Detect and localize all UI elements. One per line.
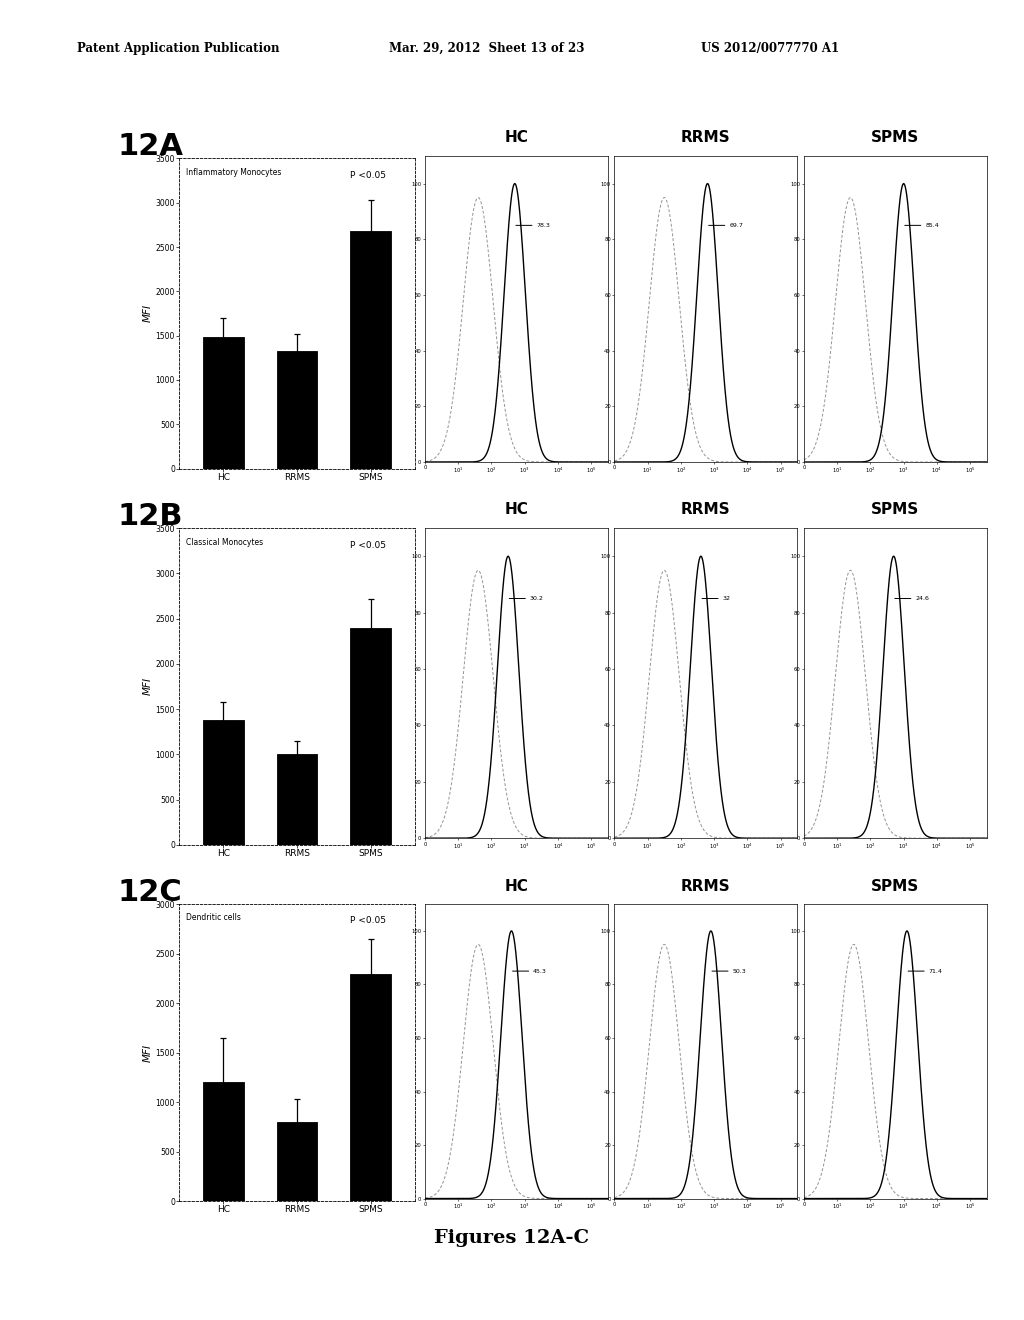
Text: RRMS: RRMS [681, 879, 731, 894]
Bar [350, 231, 391, 469]
Text: 50.3: 50.3 [732, 969, 746, 974]
Text: 12A: 12A [118, 132, 183, 161]
Text: Classical Monocytes: Classical Monocytes [186, 537, 263, 546]
Text: Figures 12A-C: Figures 12A-C [434, 1229, 590, 1247]
Text: SPMS: SPMS [871, 503, 920, 517]
Bar [350, 627, 391, 845]
Text: US 2012/0077770 A1: US 2012/0077770 A1 [701, 42, 840, 55]
Text: RRMS: RRMS [681, 503, 731, 517]
Text: P <0.05: P <0.05 [350, 541, 386, 549]
Text: Inflammatory Monocytes: Inflammatory Monocytes [186, 168, 282, 177]
Text: Mar. 29, 2012  Sheet 13 of 23: Mar. 29, 2012 Sheet 13 of 23 [389, 42, 585, 55]
Y-axis label: MFI: MFI [142, 1044, 153, 1061]
Text: HC: HC [505, 879, 528, 894]
Bar [276, 754, 317, 845]
Text: RRMS: RRMS [681, 131, 731, 145]
Text: Dendritic cells: Dendritic cells [186, 913, 241, 923]
Bar [350, 974, 391, 1201]
Text: P <0.05: P <0.05 [350, 916, 386, 925]
Text: SPMS: SPMS [871, 131, 920, 145]
Y-axis label: MFI: MFI [142, 305, 153, 322]
Bar [203, 1082, 244, 1201]
Bar [276, 1122, 317, 1201]
Text: HC: HC [505, 503, 528, 517]
Text: 85.4: 85.4 [926, 223, 939, 228]
Bar [203, 719, 244, 845]
Text: P <0.05: P <0.05 [350, 170, 386, 180]
Text: 71.4: 71.4 [929, 969, 942, 974]
Text: 12C: 12C [118, 878, 182, 907]
Text: 24.6: 24.6 [915, 597, 929, 601]
Text: 12B: 12B [118, 502, 183, 531]
Text: 69.7: 69.7 [729, 223, 743, 228]
Y-axis label: MFI: MFI [142, 677, 153, 696]
Text: Patent Application Publication: Patent Application Publication [77, 42, 280, 55]
Text: HC: HC [505, 131, 528, 145]
Bar [276, 351, 317, 469]
Text: 45.3: 45.3 [534, 969, 547, 974]
Text: SPMS: SPMS [871, 879, 920, 894]
Text: 78.3: 78.3 [537, 223, 550, 228]
Bar [203, 338, 244, 469]
Text: 32: 32 [723, 597, 730, 601]
Text: 30.2: 30.2 [529, 597, 544, 601]
